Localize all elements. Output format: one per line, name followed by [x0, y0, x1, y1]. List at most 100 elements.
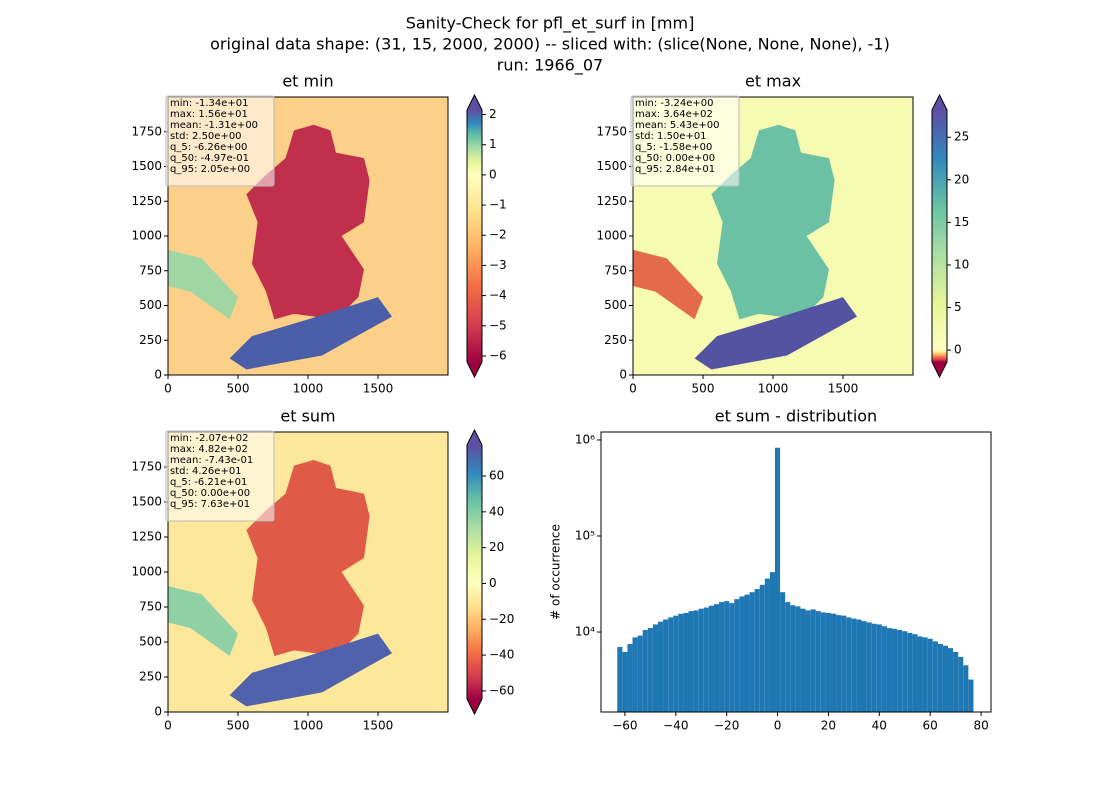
bar — [881, 626, 887, 712]
stats-line: mean: -7.43e-01 — [170, 455, 253, 466]
heatmap-region — [246, 124, 370, 320]
colorbar-tick-label: 0 — [489, 167, 497, 181]
y-tick-label: 250 — [604, 333, 627, 347]
suptitle: Sanity-Check for pfl_et_surf in [mm] — [406, 14, 695, 34]
y-tick-label: 1000 — [131, 229, 162, 243]
bar — [713, 604, 720, 712]
bar — [775, 447, 781, 712]
y-tick-label: 1000 — [596, 229, 627, 243]
colorbar-tick-label: −3 — [489, 258, 507, 272]
stats-box — [630, 95, 740, 187]
heatmap-region — [168, 249, 238, 320]
bar — [754, 589, 760, 712]
x-tick-label: 0 — [774, 719, 782, 733]
stats-line: q_5: -6.26e+00 — [170, 142, 247, 153]
bar — [769, 572, 776, 712]
stats-line: q_50: 0.00e+00 — [635, 153, 715, 164]
bar — [652, 624, 658, 712]
y-tick-label: 1750 — [131, 460, 162, 474]
suptitle: original data shape: (31, 15, 2000, 2000… — [210, 35, 890, 54]
bar — [719, 602, 725, 712]
bar — [764, 578, 770, 712]
y-tick-label: 10⁵ — [575, 528, 595, 542]
y-tick-label: 1750 — [131, 124, 162, 138]
bar — [846, 617, 852, 712]
bar — [647, 628, 653, 712]
bar — [825, 612, 831, 712]
x-tick-label: 0 — [629, 382, 637, 396]
bar — [948, 648, 954, 712]
colorbar-tick-label: −5 — [489, 318, 507, 332]
x-tick-label: 1000 — [758, 382, 789, 396]
colorbar-tick-label: −6 — [489, 348, 507, 362]
bar — [708, 605, 714, 712]
stats-line: std: 4.26e+01 — [170, 466, 242, 477]
bar — [642, 629, 648, 712]
bar — [678, 613, 684, 712]
y-tick-label: 0 — [619, 368, 627, 382]
bar — [683, 612, 689, 712]
x-tick-label: 1500 — [828, 382, 859, 396]
bar — [703, 607, 709, 712]
bar — [759, 584, 765, 712]
bar — [958, 656, 964, 712]
colorbar-tick-label: −20 — [489, 612, 514, 626]
y-tick-label: 1250 — [131, 530, 162, 544]
colorbar-tick-label: 0 — [489, 576, 497, 590]
suptitle: run: 1966_07 — [497, 56, 603, 76]
colorbar-tick-label: 20 — [489, 540, 504, 554]
bar — [836, 615, 842, 712]
bar — [897, 629, 903, 712]
bar — [795, 606, 801, 712]
x-tick-label: −40 — [663, 719, 688, 733]
colorbar-outline — [466, 93, 483, 379]
stats-line: std: 1.50e+01 — [635, 131, 707, 142]
bar — [815, 611, 821, 712]
colorbar-tick-label: −1 — [489, 198, 507, 212]
bar — [673, 615, 679, 712]
y-tick-label: 500 — [604, 298, 627, 312]
colorbar-tick-label: 15 — [954, 215, 969, 229]
stats-line: std: 2.50e+00 — [170, 131, 242, 142]
bar — [942, 645, 949, 712]
heatmap-region — [633, 249, 703, 320]
x-tick-label: 1000 — [293, 719, 324, 733]
bar — [861, 621, 867, 712]
x-tick-label: 500 — [692, 382, 715, 396]
axes-title: et min — [282, 72, 333, 91]
y-tick-label: 1750 — [596, 124, 627, 138]
x-tick-label: −20 — [714, 719, 739, 733]
bar — [744, 594, 750, 712]
bar — [963, 665, 969, 712]
stats-line: q_95: 2.84e+01 — [635, 164, 715, 175]
x-tick-label: 0 — [164, 719, 172, 733]
bar — [820, 612, 826, 712]
colorbar-tick-label: 40 — [489, 504, 504, 518]
y-tick-label: 0 — [154, 705, 162, 719]
colorbar-tick-label: −2 — [489, 228, 507, 242]
bar — [892, 628, 898, 712]
stats-line: mean: -1.31e+00 — [170, 120, 258, 131]
heatmap-region — [711, 124, 835, 320]
y-tick-label: 500 — [139, 298, 162, 312]
y-tick-label: 750 — [139, 600, 162, 614]
bar — [622, 651, 628, 712]
axes-title: et sum - distribution — [715, 407, 877, 426]
bar — [953, 651, 959, 712]
bar — [688, 611, 694, 712]
stats-line: q_5: -6.21e+01 — [170, 477, 247, 488]
stats-line: max: 4.82e+02 — [170, 444, 248, 455]
bar — [932, 641, 938, 712]
axes-title: et sum — [280, 407, 335, 426]
x-tick-label: 60 — [923, 719, 938, 733]
stats-line: min: -2.07e+02 — [170, 433, 249, 444]
bar — [871, 623, 877, 712]
x-tick-label: 0 — [164, 382, 172, 396]
stats-line: max: 3.64e+02 — [635, 109, 713, 120]
bar — [922, 637, 928, 712]
colorbar-outline — [466, 428, 483, 716]
x-tick-label: 1500 — [363, 719, 394, 733]
stats-line: max: 1.56e+01 — [170, 109, 248, 120]
